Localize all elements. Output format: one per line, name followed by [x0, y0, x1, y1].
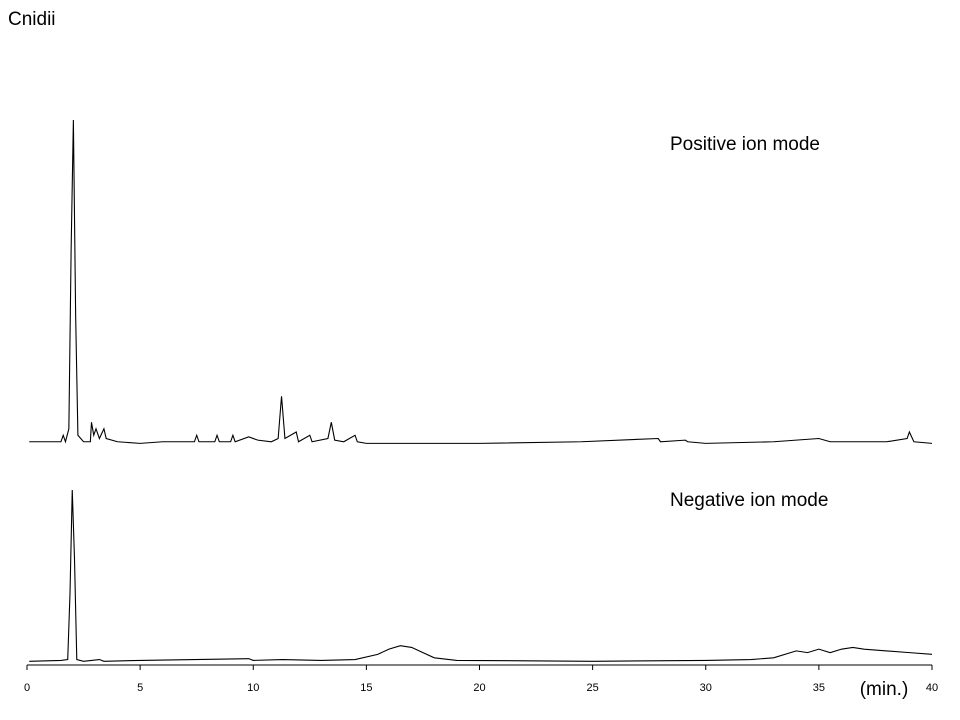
annotation: Positive ion mode [670, 134, 820, 155]
x-tick-label: 5 [137, 682, 143, 694]
chart-title: Cnidii [8, 9, 56, 30]
x-tick-label: 35 [813, 682, 825, 694]
x-tick-label: 20 [473, 682, 485, 694]
x-tick-label: 10 [247, 682, 259, 694]
x-tick-label: 0 [24, 682, 30, 694]
trace [29, 489, 933, 662]
x-tick-label: 40 [926, 682, 938, 694]
x-tick-label: 30 [700, 682, 712, 694]
annotation: Negative ion mode [670, 490, 828, 511]
x-tick-label: 15 [360, 682, 372, 694]
x-axis-label: (min.) [860, 679, 909, 700]
trace [29, 119, 933, 444]
x-tick-label: 25 [587, 682, 599, 694]
